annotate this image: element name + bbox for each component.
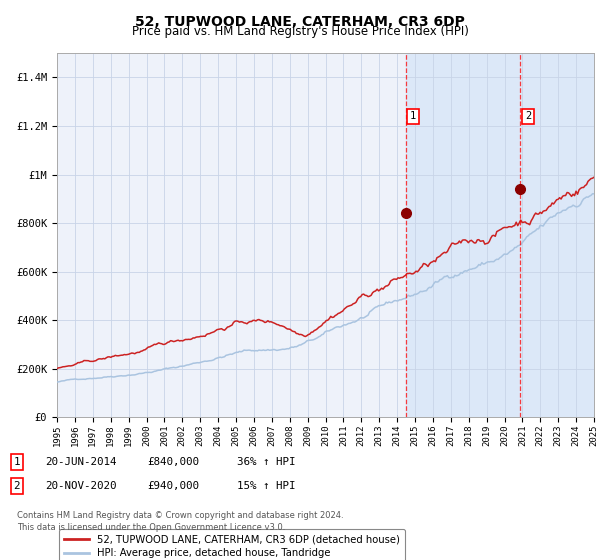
Text: £940,000: £940,000 <box>147 481 199 491</box>
Text: 20-NOV-2020: 20-NOV-2020 <box>45 481 116 491</box>
Text: This data is licensed under the Open Government Licence v3.0.: This data is licensed under the Open Gov… <box>17 523 285 532</box>
Text: 1: 1 <box>410 111 416 122</box>
Text: Price paid vs. HM Land Registry's House Price Index (HPI): Price paid vs. HM Land Registry's House … <box>131 25 469 38</box>
Text: Contains HM Land Registry data © Crown copyright and database right 2024.: Contains HM Land Registry data © Crown c… <box>17 511 343 520</box>
Text: 36% ↑ HPI: 36% ↑ HPI <box>237 457 296 467</box>
Text: 52, TUPWOOD LANE, CATERHAM, CR3 6DP: 52, TUPWOOD LANE, CATERHAM, CR3 6DP <box>135 15 465 29</box>
Text: 2: 2 <box>525 111 531 122</box>
Text: 15% ↑ HPI: 15% ↑ HPI <box>237 481 296 491</box>
Text: 20-JUN-2014: 20-JUN-2014 <box>45 457 116 467</box>
Text: 1: 1 <box>14 457 20 467</box>
Legend: 52, TUPWOOD LANE, CATERHAM, CR3 6DP (detached house), HPI: Average price, detach: 52, TUPWOOD LANE, CATERHAM, CR3 6DP (det… <box>59 529 405 560</box>
Bar <box>406 53 594 417</box>
Text: £840,000: £840,000 <box>147 457 199 467</box>
Text: 2: 2 <box>14 481 20 491</box>
